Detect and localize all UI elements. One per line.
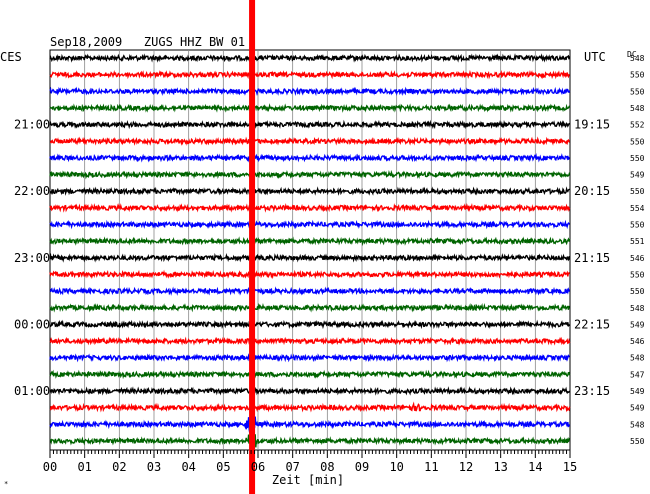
dc-value-label: 550: [630, 187, 645, 196]
trace-line: [49, 319, 571, 330]
dc-value-label: 550: [630, 137, 645, 146]
x-tick-label: 07: [285, 460, 299, 474]
dc-value-label: 550: [630, 437, 645, 446]
x-tick-label: 09: [355, 460, 369, 474]
dc-value-label: 547: [630, 370, 645, 379]
trace-line: [49, 401, 571, 413]
right-hour-label: 20:15: [574, 184, 610, 198]
left-hour-label: 01:00: [14, 384, 50, 398]
x-tick-label: 08: [320, 460, 334, 474]
dc-value-label: 550: [630, 87, 645, 96]
trace-line: [49, 386, 571, 396]
x-tick-label: 06: [251, 460, 265, 474]
x-tick-label: 14: [528, 460, 542, 474]
right-hour-label: 22:15: [574, 317, 610, 331]
right-hour-label: 19:15: [574, 118, 610, 132]
corner-mark: *: [4, 480, 8, 488]
trace-line: [49, 369, 571, 380]
dc-value-label: 549: [630, 404, 645, 413]
x-tick-label: 15: [563, 460, 577, 474]
trace-line: [49, 186, 570, 196]
trace-line: [49, 219, 570, 230]
dc-value-label: 546: [630, 254, 645, 263]
trace-line: [49, 153, 570, 163]
dc-value-label: 550: [630, 154, 645, 163]
left-hour-label: 22:00: [14, 184, 50, 198]
dc-value-label: 550: [630, 221, 645, 230]
x-tick-label: 10: [389, 460, 403, 474]
x-tick-label: 13: [493, 460, 507, 474]
dc-header-label: DC: [627, 50, 637, 59]
trace-line: [49, 86, 571, 97]
x-tick-label: 02: [112, 460, 126, 474]
trace-line: [49, 103, 571, 113]
x-tick-label: 11: [424, 460, 438, 474]
right-hour-label: 23:15: [574, 384, 610, 398]
dc-value-label: 549: [630, 320, 645, 329]
right-timezone-label: UTC: [584, 50, 606, 64]
trace-line: [49, 203, 571, 213]
trace-line: [49, 269, 571, 280]
left-timezone-label: CES: [0, 50, 22, 64]
right-hour-label: 21:15: [574, 251, 610, 265]
x-tick-label: 12: [459, 460, 473, 474]
dc-value-label: 550: [630, 71, 645, 80]
trace-line: [49, 434, 571, 450]
x-tick-label: 05: [216, 460, 230, 474]
dc-value-label: 548: [630, 304, 645, 313]
dc-value-label: 549: [630, 387, 645, 396]
dc-value-label: 548: [630, 354, 645, 363]
trace-line: [49, 236, 571, 247]
trace-line: [49, 302, 570, 313]
dc-value-label: 554: [630, 204, 645, 213]
dc-value-label: 550: [630, 287, 645, 296]
left-hour-label: 00:00: [14, 317, 50, 331]
trace-line: [49, 53, 571, 63]
trace-line: [49, 136, 571, 146]
dc-value-label: 551: [630, 237, 645, 246]
dc-value-label: 548: [630, 104, 645, 113]
trace-line: [49, 336, 571, 346]
x-tick-label: 03: [147, 460, 161, 474]
dc-value-label: 548: [630, 420, 645, 429]
left-hour-label: 21:00: [14, 118, 50, 132]
trace-line: [49, 286, 571, 296]
x-tick-label: 00: [43, 460, 57, 474]
dc-value-label: 549: [630, 171, 645, 180]
dc-value-label: 546: [630, 337, 645, 346]
trace-line: [49, 252, 571, 263]
dc-value-label: 548: [630, 54, 645, 63]
left-hour-label: 23:00: [14, 251, 50, 265]
x-tick-label: 01: [77, 460, 91, 474]
trace-line: [49, 416, 571, 434]
trace-line: [49, 169, 571, 180]
chart-title: Sep18,2009 ZUGS HHZ BW 01: [50, 35, 245, 49]
trace-line: [49, 119, 570, 130]
dc-value-label: 550: [630, 270, 645, 279]
x-axis-label: Zeit [min]: [272, 473, 344, 487]
dc-value-label: 552: [630, 121, 645, 130]
trace-line: [49, 69, 571, 80]
x-tick-label: 04: [181, 460, 195, 474]
trace-line: [49, 353, 570, 363]
